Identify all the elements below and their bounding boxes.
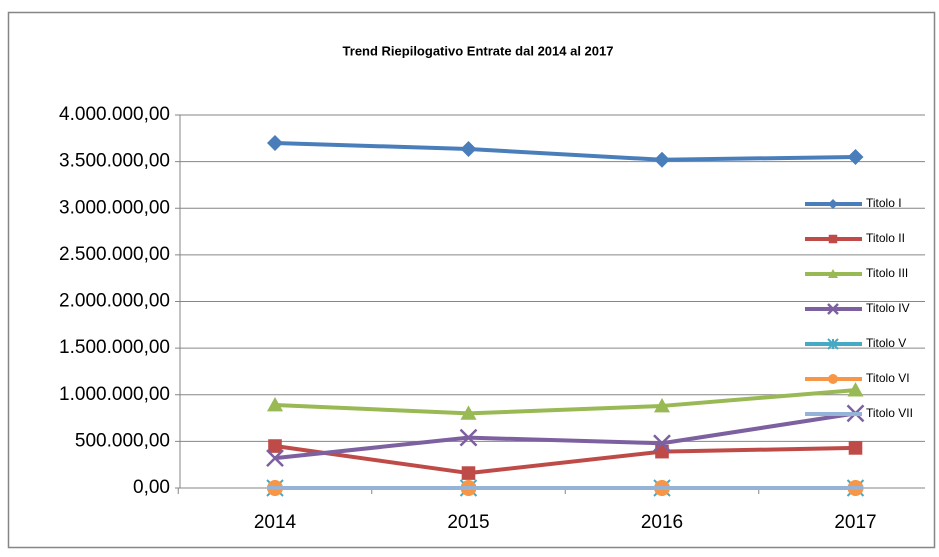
data-point: [460, 141, 477, 158]
data-point: [654, 151, 670, 168]
y-tick-label: 500.000,00: [75, 430, 170, 451]
data-point: [654, 486, 670, 490]
data-point: [847, 486, 864, 490]
series-line: [274, 388, 856, 416]
data-point: [654, 397, 670, 413]
legend-label: Titolo II: [866, 231, 905, 245]
data-point: [847, 382, 864, 397]
data-point: [267, 134, 283, 151]
data-point: [460, 405, 477, 420]
series-line: [274, 411, 856, 461]
legend-label: Titolo I: [866, 196, 902, 210]
y-tick-label: 4.000.000,00: [59, 104, 170, 125]
legend-label: Titolo III: [866, 266, 908, 280]
y-tick-label: 0,00: [133, 477, 170, 498]
data-point: [267, 397, 283, 412]
series-line: [274, 444, 856, 476]
y-tick-label: 2.500.000,00: [59, 244, 170, 265]
legend-marker: [827, 303, 839, 315]
y-tick-label: 3.000.000,00: [59, 197, 170, 218]
legend-marker: [828, 374, 838, 384]
data-point: [461, 466, 476, 480]
chart-title: Trend Riepilogativo Entrate dal 2014 al …: [343, 43, 614, 58]
x-tick-label: 2014: [254, 512, 297, 533]
data-point: [268, 439, 282, 453]
legend-marker: [828, 234, 838, 244]
y-tick-label: 1.500.000,00: [59, 337, 170, 358]
data-point: [459, 428, 478, 447]
chart-border: [7, 11, 936, 549]
legend-marker: [828, 412, 838, 416]
legend-label: Titolo VII: [866, 406, 913, 420]
data-point: [847, 148, 864, 165]
x-tick-label: 2016: [641, 512, 683, 533]
legend-marker: [828, 269, 838, 278]
y-tick-label: 1.000.000,00: [59, 384, 170, 405]
series-line: [274, 140, 856, 162]
data-point: [460, 486, 477, 490]
data-point: [653, 434, 671, 453]
data-point: [848, 441, 863, 455]
x-tick-label: 2017: [834, 512, 876, 533]
legend-marker: [827, 338, 839, 350]
legend-marker: [828, 199, 838, 209]
y-tick-label: 2.000.000,00: [59, 291, 170, 312]
legend-label: Titolo IV: [866, 301, 910, 315]
legend-label: Titolo VI: [866, 371, 910, 385]
x-tick-label: 2015: [447, 512, 489, 533]
data-point: [267, 486, 283, 490]
data-point: [266, 449, 284, 468]
y-tick-label: 3.500.000,00: [59, 151, 170, 172]
legend-label: Titolo V: [866, 336, 906, 350]
